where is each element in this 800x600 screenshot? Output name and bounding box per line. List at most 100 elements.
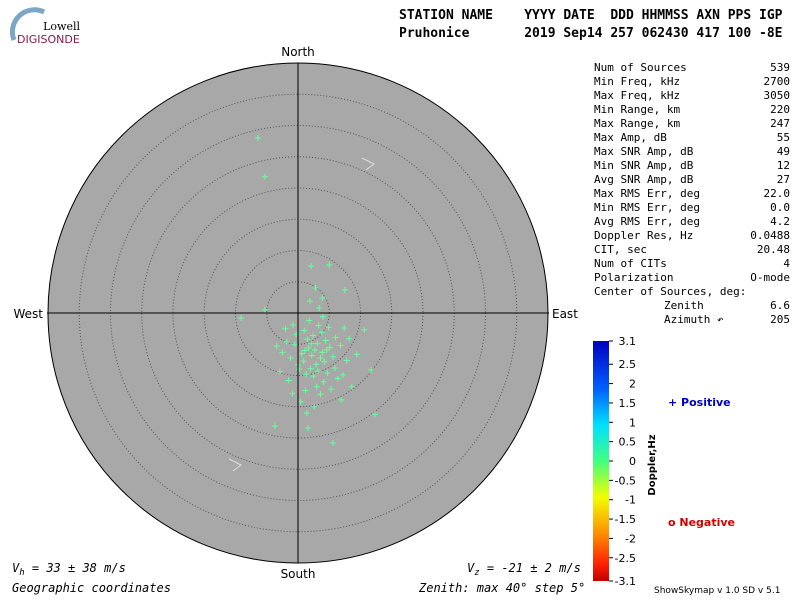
stat-label: Min SNR Amp, dB [594,159,694,172]
source-point [285,377,292,384]
source-point [315,368,321,375]
source-point [332,334,339,341]
stat-label: Min RMS Err, deg [594,201,700,214]
colorbar-tick-label: -2.5 [615,552,636,565]
colorbar-tick-label: 3.1 [619,335,637,348]
source-point [343,357,350,364]
stat-label: Num of CITs [594,257,667,270]
direction: South [281,567,316,581]
stat-value: 49 [777,145,790,158]
source-point [261,173,268,180]
colorbar-tick-label: -3.1 [615,575,636,588]
stat-label: Center of Sources, deg: [594,285,746,298]
stat-label: Avg SNR Amp, dB [594,173,694,186]
source-point [305,345,312,351]
source-point [255,135,261,141]
source-point [321,358,328,365]
source-point [371,411,378,418]
logo-bottom: DIGISONDE [17,33,80,46]
source-point [326,261,333,268]
legend-positive: + Positive [668,396,731,409]
stat-value: 6.6 [770,299,790,312]
stat-label: Polarization [594,271,673,284]
source-point [306,298,313,305]
stat-value: 20.48 [757,243,790,256]
stat-label: Max Amp, dB [594,131,667,144]
source-point [276,368,283,375]
stat-label: Azimuth ↶ [664,313,724,326]
source-point [308,352,315,359]
source-point [282,325,289,332]
source-point [338,396,345,403]
source-point [304,336,311,343]
source-point [330,440,336,446]
source-point [368,366,375,373]
colorbar-tick-label: -2 [625,532,636,545]
source-point [319,349,326,356]
source-point [306,317,313,324]
source-point [289,390,296,397]
source-point [324,370,331,376]
logo-swoosh [9,7,46,41]
source-point [290,321,296,328]
arrow [228,458,242,472]
source-point [318,329,325,336]
stat-value: 55 [777,131,790,144]
colorbar-label: Doppler,Hz [647,434,658,495]
source-point [312,285,319,291]
colorbar-tick-label: -1.5 [615,513,636,526]
colorbar-tick-label: 0.5 [619,436,637,449]
source-point [303,371,310,378]
colorbar-tick-label: -1 [625,494,636,507]
source-point [317,355,324,361]
stat-label: Max Range, km [594,117,680,130]
source-point [238,315,245,321]
source-point [271,423,278,430]
stat-label: Min Range, km [594,103,680,116]
stat-label: Max SNR Amp, dB [594,145,694,158]
source-point [337,342,344,349]
source-point [301,347,308,354]
source-point [330,353,336,360]
legend-negative: o Negative [668,516,735,529]
source-point [331,365,338,371]
stat-value: 27 [777,173,790,186]
colorbar-tick-label: -0.5 [615,474,636,487]
arrow [361,157,375,171]
coords: Geographic coordinates [12,581,171,595]
direction: North [281,45,315,59]
source-point [325,324,332,331]
source-point [335,375,341,382]
colorbar-tick-label: 1.5 [619,397,637,410]
stat-label: Doppler Res, Hz [594,229,693,242]
source-point [283,338,290,345]
source-point [300,358,307,365]
source-point [340,371,346,378]
colorbar [593,341,609,581]
stat-value: 3050 [764,89,791,102]
source-point [310,332,316,339]
source-point [341,325,348,331]
source-point [315,322,322,329]
stat-label: Num of Sources [594,61,687,74]
colorbar-tick-label: 2 [629,378,636,391]
source-point [273,343,280,350]
direction: East [552,307,578,321]
stat-label: Max Freq, kHz [594,89,680,102]
vh: Vh = 33 ± 38 m/s [12,561,126,578]
stat-value: 0.0488 [750,229,790,242]
source-point [298,350,305,357]
stat-value: 205 [770,313,790,326]
stat-value: 12 [777,159,790,172]
source-point [308,263,315,270]
source-point [307,365,314,372]
stat-label: Min Freq, kHz [594,75,680,88]
stat-label: Avg RMS Err, deg [594,215,700,228]
source-point [346,335,353,342]
source-point [313,361,320,368]
logo-top: Lowell [43,20,80,33]
source-point [279,349,286,356]
source-point [341,286,348,293]
source-point [319,295,326,301]
